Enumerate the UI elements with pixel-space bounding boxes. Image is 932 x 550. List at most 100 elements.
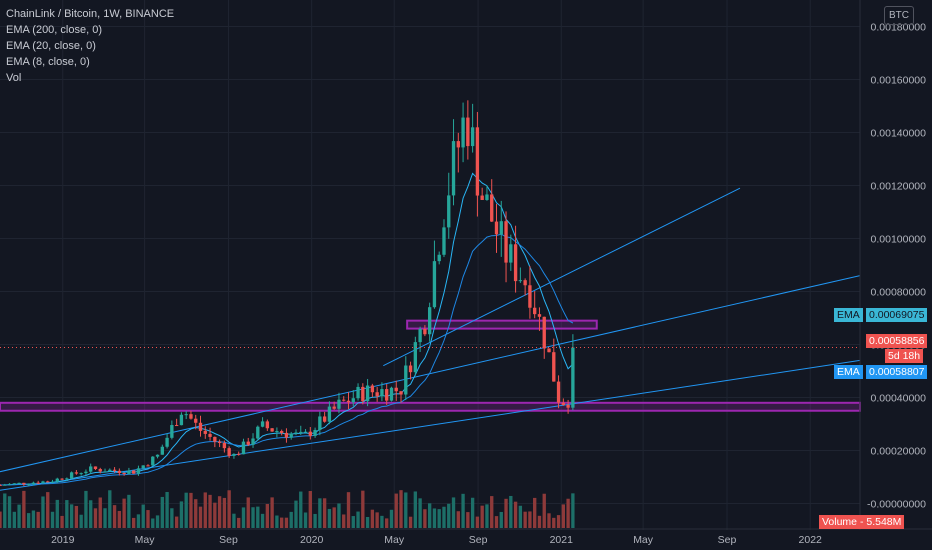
candle-body (208, 433, 212, 437)
volume-bar (103, 508, 107, 528)
candle (404, 356, 408, 401)
candle (155, 454, 160, 459)
volume-bar (533, 497, 537, 528)
volume-bar (365, 517, 370, 528)
candle (561, 398, 566, 406)
volume-bar (89, 500, 93, 528)
candle-body (504, 221, 508, 263)
candle-body (151, 456, 155, 466)
volume-bar (523, 511, 527, 528)
countdown-tag: 5d 18h (885, 349, 924, 363)
candle-body (423, 328, 427, 335)
candle (265, 419, 270, 431)
volume-bar (189, 492, 193, 528)
volume-bar (461, 493, 465, 528)
candle-body (418, 328, 422, 343)
candle-body (499, 221, 503, 235)
volume-bar (12, 511, 16, 528)
x-tick-label: 2020 (300, 534, 324, 546)
price-axis[interactable]: -0.000000000.000200000.000400000.0006000… (867, 22, 926, 511)
candle-body (103, 471, 107, 473)
candle-body (132, 470, 136, 474)
candle-body (237, 453, 241, 455)
volume-bar (447, 503, 451, 528)
candle (251, 433, 255, 448)
candle (117, 468, 122, 476)
symbol-title[interactable]: ChainLink / Bitcoin, 1W, BINANCE (6, 8, 175, 20)
volume-bar (346, 492, 351, 528)
volume-bar (413, 491, 418, 528)
candle (3, 483, 7, 486)
volume-bar (356, 511, 360, 528)
volume-bar (184, 492, 188, 528)
candle (232, 453, 236, 459)
volume-bar (284, 517, 289, 528)
volume-tag: Volume - 5.548M (819, 515, 905, 529)
candle (146, 464, 150, 467)
candle-body (561, 402, 566, 405)
candle-body (337, 399, 341, 409)
candle-body (275, 431, 279, 433)
candle-body (112, 469, 117, 471)
volume-bar (151, 518, 155, 528)
time-axis[interactable]: 2019 May Sep 2020 May Sep 2021 May Sep 2022 (51, 534, 822, 546)
legend-ema200[interactable]: EMA (200, close, 0) (6, 24, 102, 36)
candle-body (265, 421, 270, 429)
candle (213, 436, 217, 448)
candle-body (136, 468, 141, 474)
candle-body (36, 482, 40, 484)
volume-bar (275, 515, 279, 528)
volume-bar (289, 511, 293, 528)
candle-body (217, 441, 222, 443)
candle-body (251, 438, 255, 445)
volume-bar (437, 509, 441, 528)
volume-bar (36, 511, 40, 528)
candle-body (413, 342, 418, 373)
volume-bar (22, 490, 26, 528)
candle (342, 396, 346, 402)
y-tick-label: -0.00000000 (867, 499, 926, 511)
candle (184, 411, 188, 420)
volume-bar (327, 508, 332, 528)
volume-bar (375, 512, 379, 528)
volume-bar (112, 505, 117, 528)
candle (174, 418, 179, 427)
volume-bar (122, 498, 126, 528)
volume-bar (179, 501, 184, 528)
currency-button[interactable]: BTC (884, 6, 914, 25)
volume-bar (294, 500, 298, 528)
candle (122, 472, 126, 476)
candle (394, 380, 398, 401)
candle (141, 465, 145, 470)
candle-body (26, 484, 31, 486)
candle-body (351, 398, 355, 403)
candle-body (394, 387, 398, 392)
candle (241, 438, 246, 455)
legend-ema20[interactable]: EMA (20, close, 0) (6, 40, 96, 52)
candle (36, 480, 40, 485)
trendline (383, 187, 741, 367)
legend-vol[interactable]: Vol (6, 72, 22, 84)
candle (423, 325, 427, 337)
candle (165, 433, 169, 449)
volume-bar (194, 499, 198, 528)
candle-body (470, 127, 475, 147)
candle-body (60, 478, 64, 480)
legend-ema8[interactable]: EMA (8, close, 0) (6, 56, 90, 68)
candle (442, 219, 446, 258)
candle (432, 240, 437, 309)
candle-body (346, 400, 351, 403)
candle (284, 428, 289, 443)
volume-bar (571, 493, 575, 528)
candle (365, 378, 370, 407)
candle (189, 410, 193, 420)
candle-body (365, 385, 370, 402)
candle (103, 468, 107, 473)
candle-body (22, 482, 26, 485)
candles (0, 100, 575, 486)
volume-bar (542, 493, 546, 528)
x-tick-label: May (633, 534, 654, 546)
candle (571, 334, 575, 411)
candle-body (246, 441, 250, 445)
